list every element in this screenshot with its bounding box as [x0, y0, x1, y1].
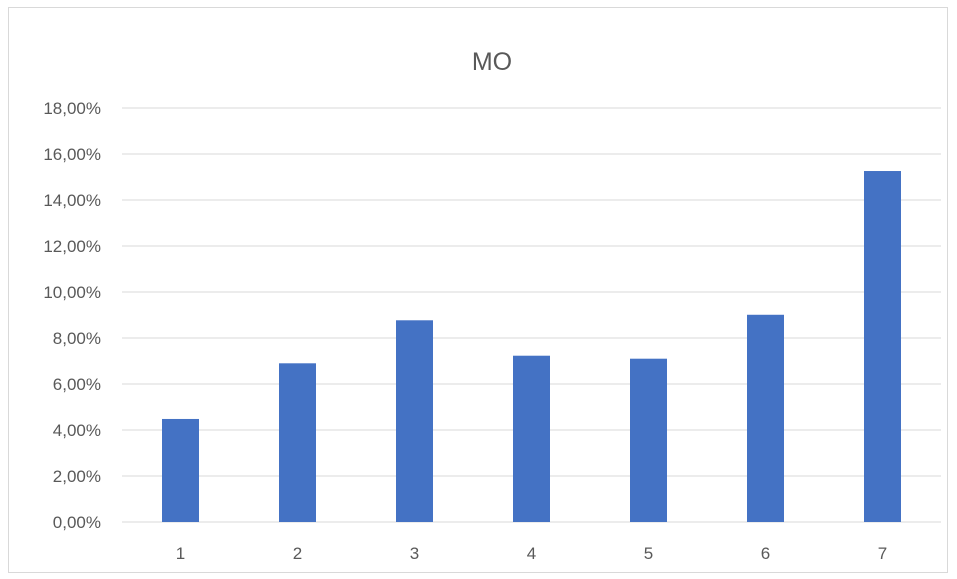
- x-tick-label-1: 1: [176, 544, 185, 563]
- bar-2: [279, 363, 316, 522]
- x-tick-label-2: 2: [293, 544, 302, 563]
- y-tick-label-2: 4,00%: [53, 421, 101, 440]
- y-tick-label-6: 12,00%: [43, 237, 101, 256]
- bar-3: [396, 320, 433, 522]
- x-tick-label-4: 4: [527, 544, 536, 563]
- bar-4: [513, 355, 550, 522]
- chart-title: MO: [472, 48, 512, 76]
- x-axis-tick-labels: 1 2 3 4 5 6 7: [176, 544, 887, 563]
- bar-5: [630, 358, 667, 522]
- x-tick-label-5: 5: [644, 544, 653, 563]
- chart-frame: MO 0,00% 2,00% 4,00% 6,00% 8,00% 10,00% 12,00%…: [8, 7, 948, 573]
- bar-1: [162, 418, 199, 522]
- gridlines: [122, 107, 941, 523]
- y-tick-label-7: 14,00%: [43, 191, 101, 210]
- y-tick-label-4: 8,00%: [53, 329, 101, 348]
- y-tick-label-9: 18,00%: [43, 99, 101, 118]
- bar-chart: MO 0,00% 2,00% 4,00% 6,00% 8,00% 10,00% 12,00%…: [43, 48, 941, 563]
- x-tick-label-7: 7: [878, 544, 887, 563]
- y-tick-label-8: 16,00%: [43, 145, 101, 164]
- y-axis-tick-labels: 0,00% 2,00% 4,00% 6,00% 8,00% 10,00% 12,00% 14,…: [43, 99, 101, 532]
- y-tick-label-5: 10,00%: [43, 283, 101, 302]
- x-tick-label-6: 6: [761, 544, 770, 563]
- x-tick-label-3: 3: [410, 544, 419, 563]
- y-tick-label-1: 2,00%: [53, 467, 101, 486]
- y-tick-label-0: 0,00%: [53, 513, 101, 532]
- bar-6: [747, 314, 784, 522]
- y-tick-label-3: 6,00%: [53, 375, 101, 394]
- bars: [162, 171, 901, 522]
- bar-7: [864, 171, 901, 522]
